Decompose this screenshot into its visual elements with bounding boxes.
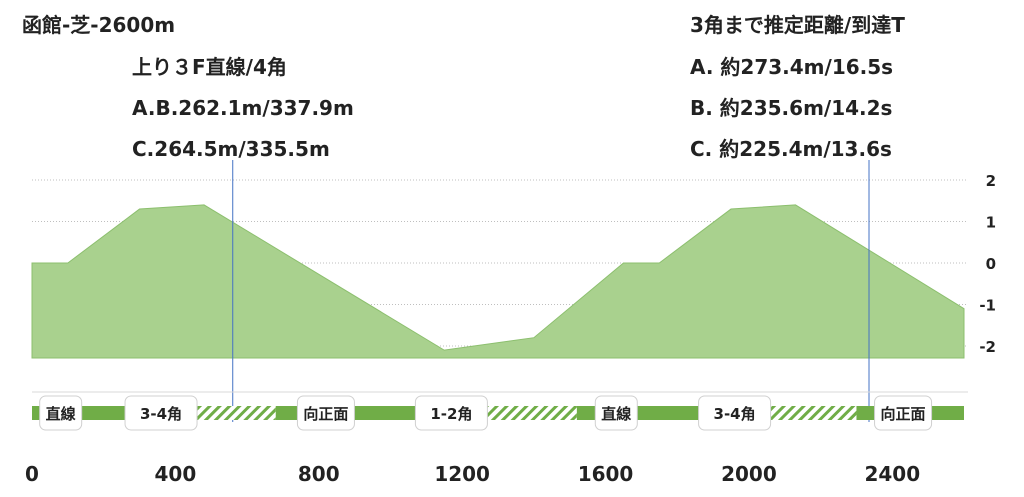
course-label-box xyxy=(296,395,355,431)
right-header-line-2: B. 約235.6m/14.2s xyxy=(690,96,892,120)
right-header-line-3: C. 約225.4m/13.6s xyxy=(690,137,892,161)
course-label-box xyxy=(874,395,933,431)
y-tick-label: -1 xyxy=(979,297,996,315)
chart-title: 函館-芝-2600m xyxy=(22,13,175,37)
course-label: 3-4角 xyxy=(714,405,756,423)
elevation-area xyxy=(31,204,965,359)
y-tick-label: 0 xyxy=(986,255,996,273)
area-layer xyxy=(31,204,965,359)
right-header-line-1: A. 約273.4m/16.5s xyxy=(690,55,893,79)
course-label: 向正面 xyxy=(881,405,926,423)
course-label-box xyxy=(39,395,83,431)
x-tick-label: 0 xyxy=(25,462,39,486)
y-tick-label: 2 xyxy=(986,172,996,190)
x-tick-label: 800 xyxy=(298,462,340,486)
left-header-line-1: 上り３F直線/4角 xyxy=(132,55,287,79)
course-layer: 直線 3-4角 向正面 1-2角 直線 3-4角 向正面 xyxy=(32,391,968,431)
course-label: 1-2角 xyxy=(430,405,472,423)
course-label: 3-4角 xyxy=(140,405,182,423)
y-tick-label: 1 xyxy=(986,214,996,232)
x-tick-label: 1600 xyxy=(578,462,634,486)
x-tick-layer: 0 400 800 1200 1600 2000 2400 xyxy=(25,462,920,486)
course-label-box xyxy=(698,395,772,431)
x-tick-label: 2400 xyxy=(864,462,920,486)
left-header-line-3: C.264.5m/335.5m xyxy=(132,137,330,161)
course-label: 向正面 xyxy=(303,405,348,423)
course-label-box xyxy=(414,395,488,431)
x-tick-label: 1200 xyxy=(434,462,490,486)
marker-layer xyxy=(232,160,870,422)
course-label-box xyxy=(594,395,638,431)
right-header-title: 3角まで推定距離/到達T xyxy=(690,13,905,37)
x-tick-label: 400 xyxy=(155,462,197,486)
y-tick-label: -2 xyxy=(979,338,996,356)
course-label: 直線 xyxy=(46,405,76,423)
course-label: 直線 xyxy=(601,405,631,423)
x-tick-label: 2000 xyxy=(721,462,777,486)
y-tick-layer: 2 1 0 -1 -2 xyxy=(979,172,996,356)
left-header-line-2: A.B.262.1m/337.9m xyxy=(132,96,354,120)
course-label-box xyxy=(124,395,198,431)
